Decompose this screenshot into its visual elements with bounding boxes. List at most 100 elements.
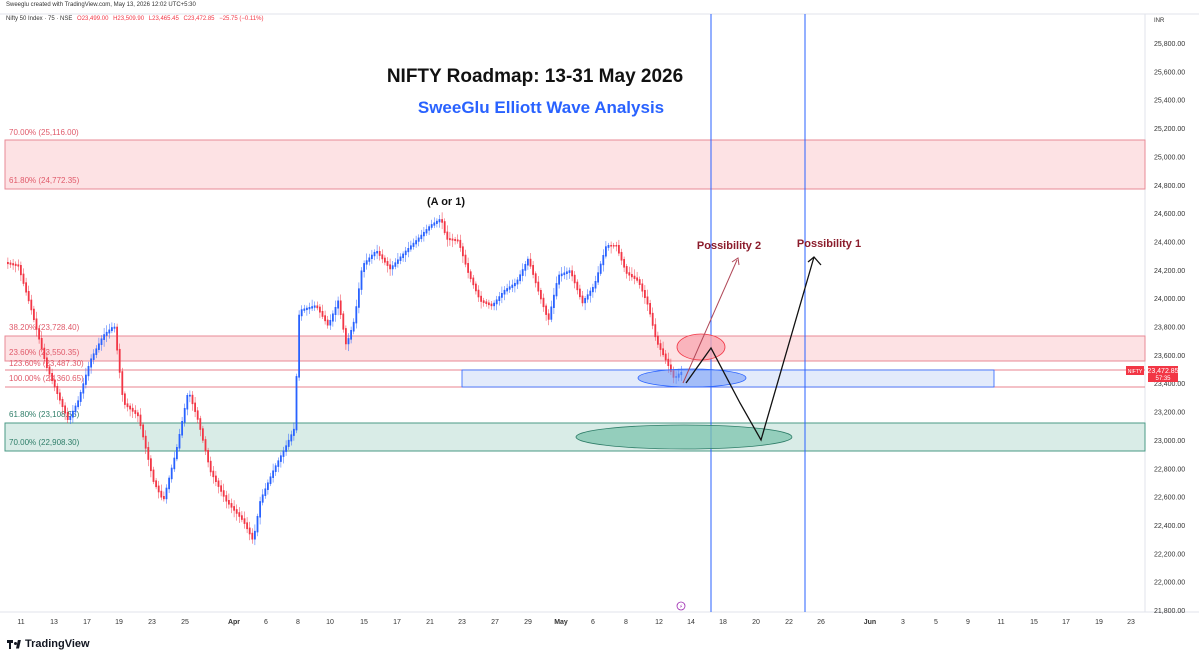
candle-body <box>293 428 295 436</box>
candle-body <box>542 297 545 308</box>
tradingview-logo[interactable]: TradingView <box>7 638 90 650</box>
candle-body <box>430 224 433 228</box>
event-marker-icon[interactable] <box>676 601 686 611</box>
candle-body <box>618 245 620 254</box>
candle-body <box>381 254 384 260</box>
candle-body <box>584 298 586 304</box>
current-symbol: NIFTY <box>1128 369 1143 375</box>
price-tick-label: 23,200.00 <box>1154 410 1185 417</box>
price-tick-label: 25,000.00 <box>1154 154 1185 161</box>
candle-body <box>326 319 329 326</box>
candle-body <box>215 475 217 482</box>
candle-body <box>581 295 584 304</box>
candle-body <box>7 262 9 265</box>
candle-body <box>529 258 532 267</box>
candle-body <box>420 234 423 240</box>
candle-body <box>508 286 511 290</box>
candle-body <box>207 450 209 463</box>
candle-body <box>506 288 508 292</box>
candle-body <box>12 263 14 266</box>
time-tick-label: 23 <box>148 619 156 626</box>
time-tick-label: 22 <box>785 619 793 626</box>
candle-body <box>267 482 269 490</box>
candle-body <box>300 309 303 317</box>
arrowhead-1 <box>807 256 822 266</box>
candle-body <box>350 330 352 340</box>
candle-body <box>170 467 173 480</box>
low-value: L23,465.45 <box>148 16 179 22</box>
candle-body <box>514 282 516 287</box>
candle-body <box>287 439 290 447</box>
candle-body <box>527 258 529 266</box>
candle-body <box>573 274 576 284</box>
time-tick-label: 5 <box>934 619 938 626</box>
candle-body <box>160 490 163 498</box>
price-axis[interactable]: 25,800.00 25,600.00 25,400.00 25,200.00 25,0… <box>1154 41 1185 615</box>
price-tick-label: 25,400.00 <box>1154 98 1185 105</box>
candle-body <box>337 300 339 309</box>
candle-body <box>233 506 235 511</box>
time-tick-label: Apr <box>228 619 240 626</box>
candle-body <box>636 277 638 281</box>
time-tick-label: 3 <box>901 619 905 626</box>
candle-body <box>651 312 654 326</box>
candle-body <box>264 488 267 496</box>
candle-body <box>384 257 386 263</box>
candle-body <box>334 307 337 315</box>
candle-body <box>633 275 636 279</box>
fib-label: 100.00% (23,360.65) <box>9 374 84 383</box>
candle-body <box>495 299 498 305</box>
chart-header: Sweeglu created with TradingView.com, Ma… <box>0 0 1199 22</box>
candle-body <box>316 305 319 309</box>
symbol-line[interactable]: Nifty 50 Index · 75 · NSE O23,499.00 H23… <box>6 16 263 22</box>
price-tick-label: 22,000.00 <box>1154 580 1185 587</box>
current-price-tag: NIFTY 23,472.85 57:35 <box>1126 366 1179 382</box>
candle-body <box>290 434 293 442</box>
candle-body <box>313 305 316 308</box>
price-tick-label: 23,400.00 <box>1154 381 1185 388</box>
price-tick-label: 24,800.00 <box>1154 183 1185 190</box>
candle-body <box>53 379 56 388</box>
candle-body <box>77 400 79 408</box>
candle-body <box>306 307 308 311</box>
candle-body <box>511 284 514 288</box>
candle-body <box>295 376 298 431</box>
candle-body <box>433 222 436 226</box>
candle-body <box>365 260 368 265</box>
candle-body <box>625 266 628 274</box>
candle-body <box>40 338 43 350</box>
candle-body <box>373 251 376 257</box>
candle-body <box>235 509 238 514</box>
symbol-name[interactable]: Nifty 50 Index · 75 · NSE <box>6 16 73 22</box>
candle-body <box>402 253 404 259</box>
candle-body <box>638 279 641 285</box>
candle-body <box>363 263 365 272</box>
price-tick-label: 22,200.00 <box>1154 551 1185 558</box>
time-axis[interactable]: 11 13 17 19 23 25 Apr 6 8 10 15 17 21 23 27 29 May 6 8 12 14… <box>17 619 1135 626</box>
candle-body <box>139 414 142 427</box>
candle-body <box>33 308 35 320</box>
candle-body <box>87 366 90 377</box>
time-tick-label: 18 <box>719 619 727 626</box>
candle-body <box>217 480 220 487</box>
time-tick-label: 8 <box>296 619 300 626</box>
fib-label: 38.20% (23,728.40) <box>9 323 80 332</box>
candle-body <box>14 263 17 266</box>
price-tick-label: 24,200.00 <box>1154 268 1185 275</box>
time-tick-label: 20 <box>752 619 760 626</box>
price-tick-label: 23,600.00 <box>1154 353 1185 360</box>
candle-body <box>82 383 85 394</box>
candle-body <box>407 248 410 253</box>
candle-body <box>25 282 27 293</box>
time-tick-label: 19 <box>115 619 123 626</box>
credit-line: Sweeglu created with TradingView.com, Ma… <box>6 2 196 8</box>
candle-body <box>524 264 527 271</box>
price-tick-label: 25,600.00 <box>1154 69 1185 76</box>
candle-body <box>615 245 618 247</box>
candle-body <box>646 296 649 305</box>
candle-body <box>38 328 40 340</box>
time-tick-label: 10 <box>326 619 334 626</box>
candle-body <box>230 503 233 508</box>
time-tick-label: 23 <box>1127 619 1135 626</box>
